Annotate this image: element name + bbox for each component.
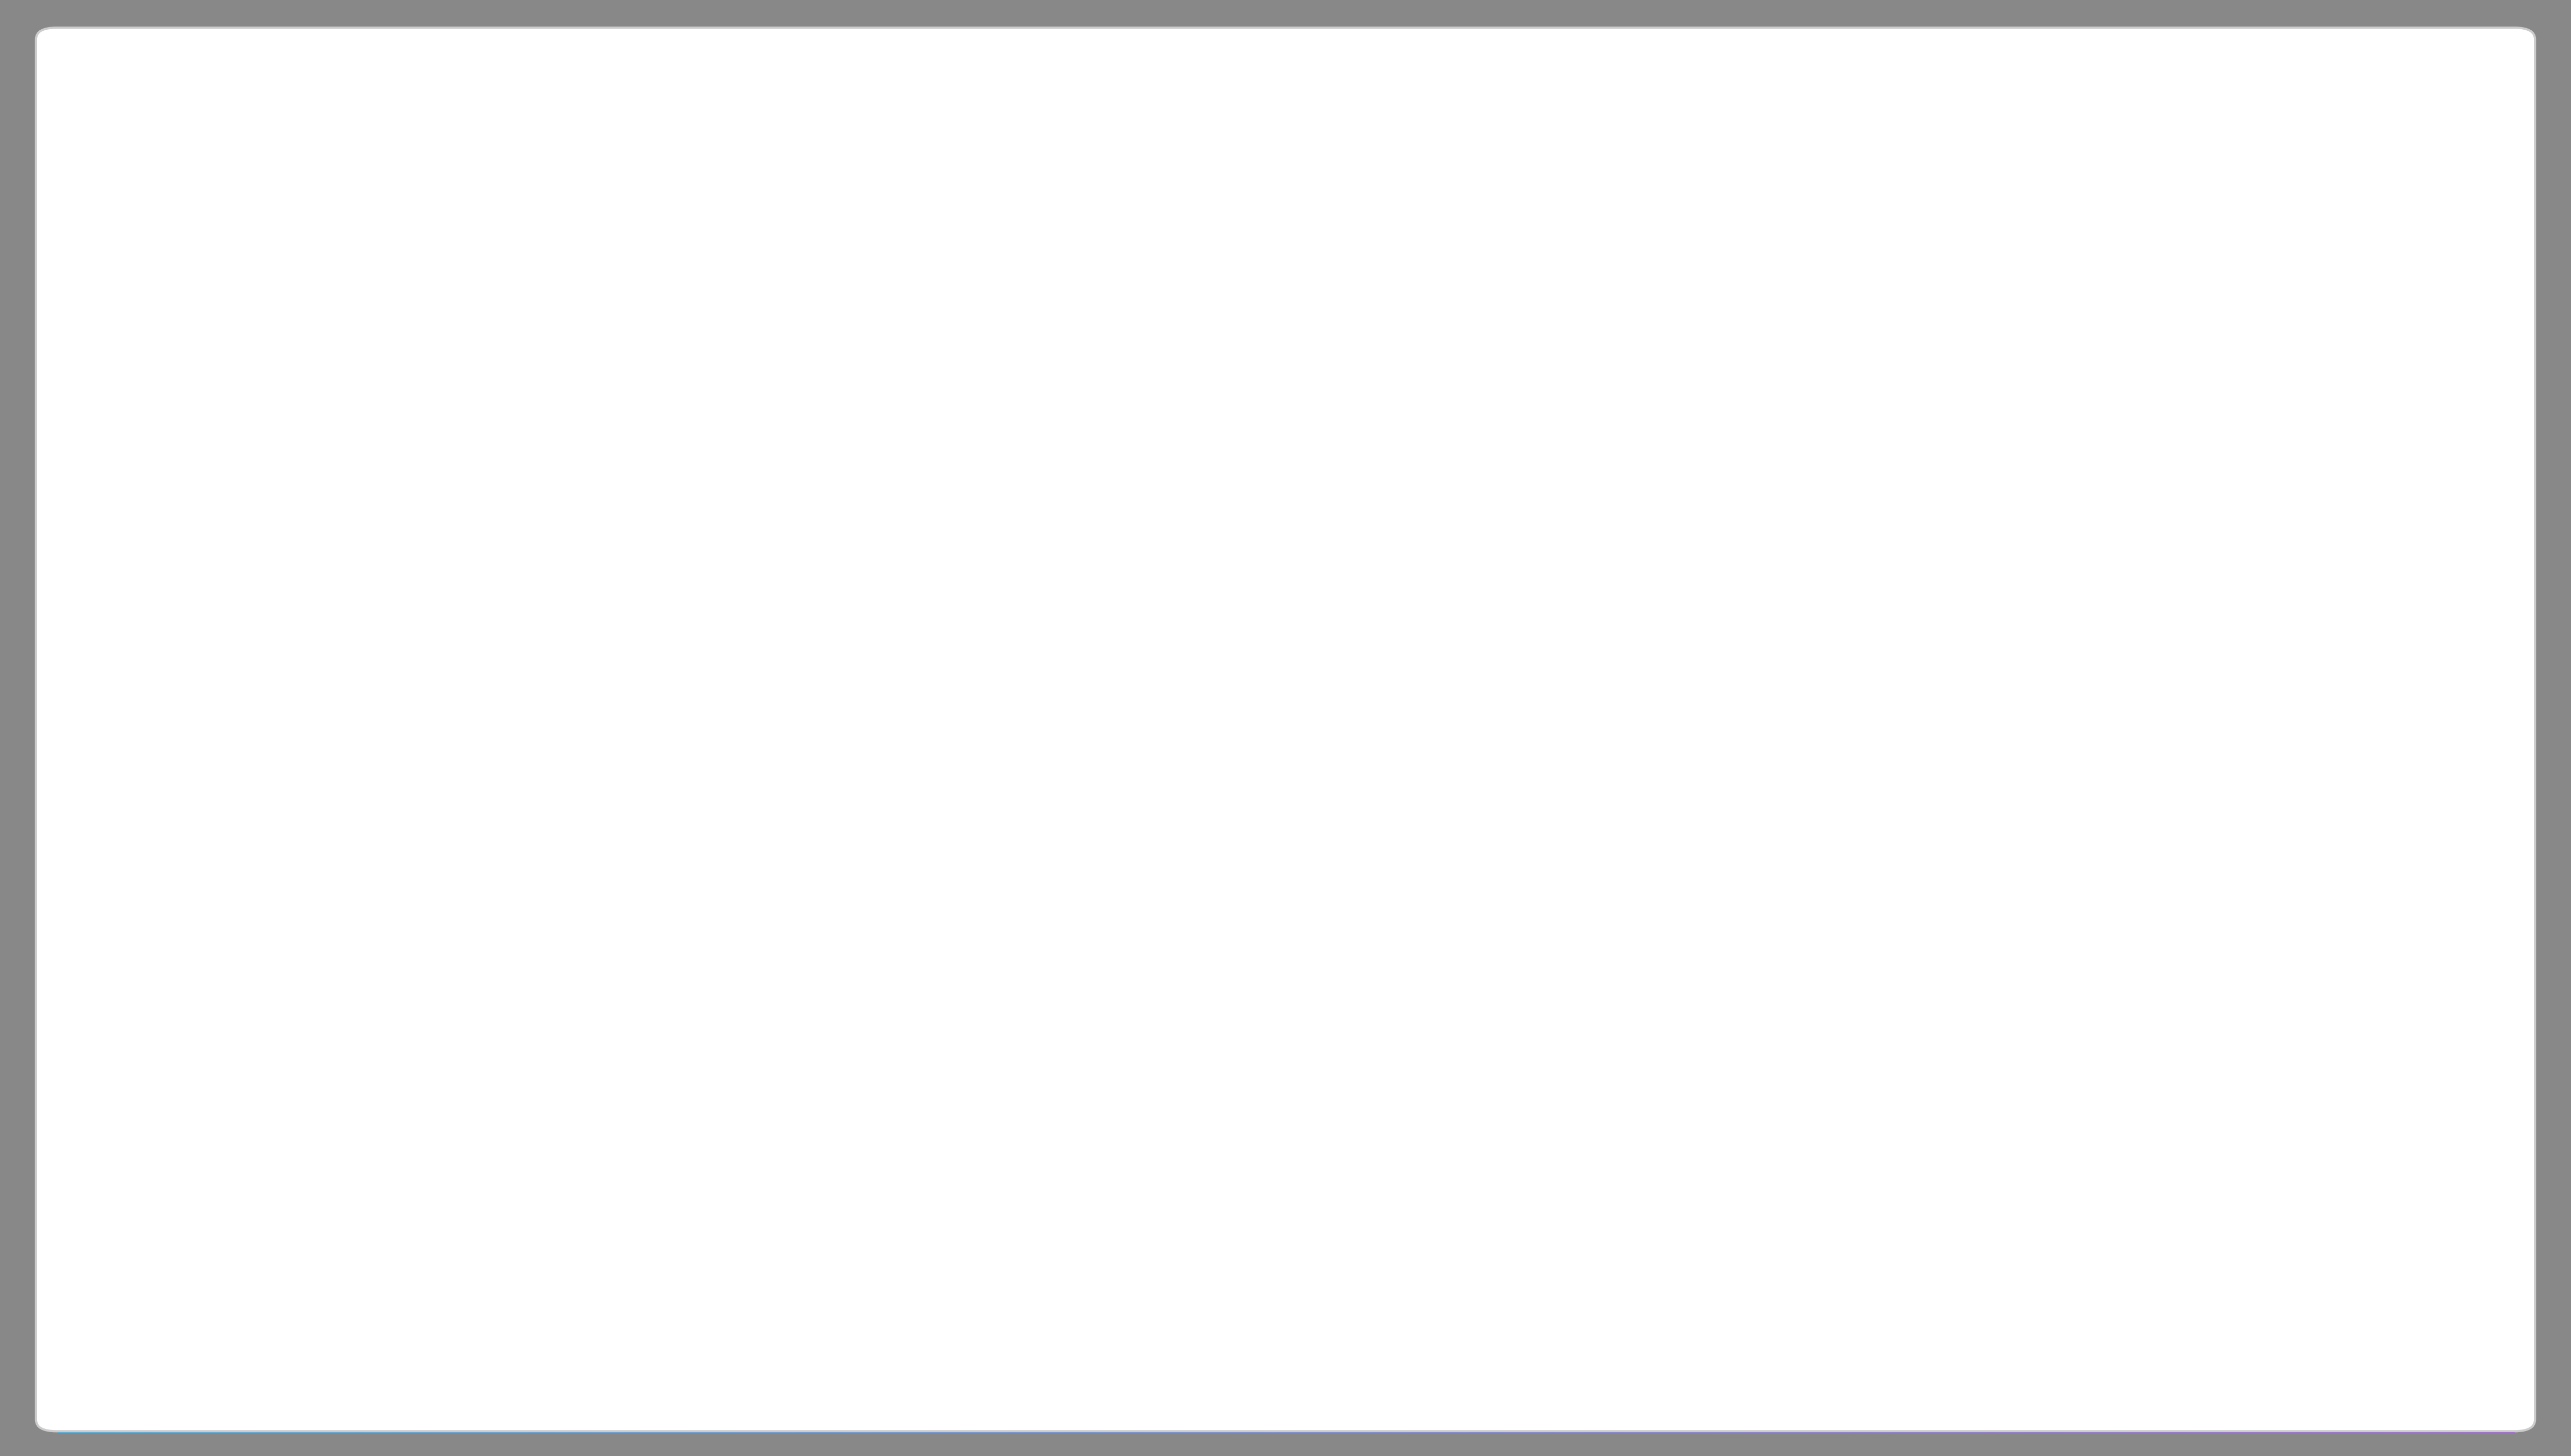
Point [540, 874, 581, 897]
Point [365, 711, 406, 734]
Point [887, 590, 928, 613]
Point [321, 517, 363, 540]
Point [800, 587, 841, 610]
Point [1149, 645, 1190, 668]
Point [1584, 581, 1625, 604]
Point [321, 499, 363, 523]
Point [1062, 612, 1103, 635]
Point [712, 636, 753, 660]
Point [365, 705, 406, 728]
Point [800, 628, 841, 651]
Point [452, 815, 494, 839]
Point [887, 604, 928, 628]
Point [800, 625, 841, 648]
Point [496, 879, 537, 903]
Point [496, 920, 537, 943]
Point [627, 613, 668, 636]
Point [800, 590, 841, 613]
Point [887, 616, 928, 639]
Point [712, 630, 753, 654]
Point [668, 604, 710, 628]
Point [190, 159, 231, 182]
Point [627, 399, 668, 422]
Point [234, 312, 275, 335]
Point [712, 540, 753, 563]
X-axis label: Time (h): Time (h) [1262, 1404, 1399, 1436]
Point [185, 610, 226, 633]
Point [365, 874, 406, 897]
Point [234, 230, 275, 253]
Point [627, 578, 668, 601]
Point [887, 587, 928, 610]
Point [321, 517, 363, 540]
Point [278, 411, 319, 434]
Point [190, 242, 231, 265]
Point [185, 610, 226, 633]
Point [452, 891, 494, 914]
Point [185, 610, 226, 633]
Point [2280, 628, 2322, 651]
Point [185, 610, 226, 633]
Point [234, 387, 275, 411]
Point [321, 628, 363, 651]
Point [627, 593, 668, 616]
Point [278, 381, 319, 405]
Point [234, 381, 275, 405]
Point [278, 494, 319, 517]
Point [409, 786, 450, 810]
Point [278, 416, 319, 440]
Point [452, 757, 494, 780]
Point [409, 891, 450, 914]
Point [712, 614, 753, 638]
Point [1062, 613, 1103, 636]
Point [365, 740, 406, 763]
Point [1062, 612, 1103, 635]
